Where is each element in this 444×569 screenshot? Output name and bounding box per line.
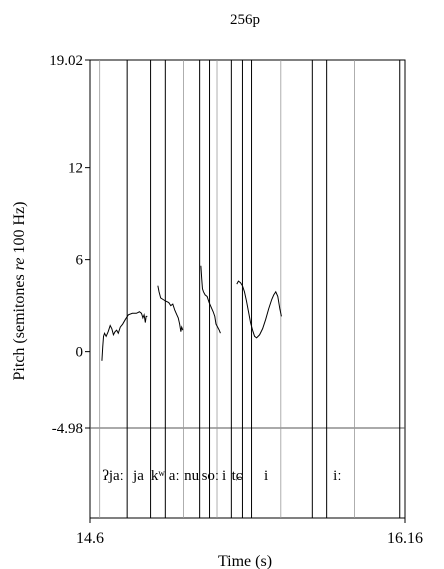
segment-label: ʔjaː [102,468,124,484]
pitch-contours [101,265,282,361]
y-axis-label-suffix: 100 Hz) [11,202,28,258]
segment-label: nu [184,468,200,484]
pitch-contour [236,280,282,339]
plot-frame [89,59,406,519]
y-axis-label-italic: re [11,258,28,271]
x-axis-label: Time (s) [218,553,272,569]
chart-title: 256p [230,12,260,28]
segment-labels: ʔjaː ja kʷ aː nu s oː i tɕ i iː [102,468,341,484]
pitch-contour [157,285,184,332]
plot-border [89,59,406,519]
pitch-contour [101,311,148,361]
y-tick-label: 0 [76,345,84,361]
y-tick-label: 12 [68,161,83,177]
x-axis-ticks: 14.6 16.16 [76,518,423,547]
pitch-contour [200,265,221,334]
segment-label: tɕ [232,468,243,484]
segment-label: oː [207,468,219,484]
y-tick-label: -4.98 [52,421,83,437]
segment-boundaries [99,60,401,518]
x-tick-label: 16.16 [387,530,423,547]
segment-label: aː [169,468,180,484]
segment-label: i [222,468,226,484]
segment-label: s [202,468,208,484]
segment-label: kʷ [151,468,166,484]
y-axis-ticks: 19.02 12 6 0 -4.98 [49,53,90,437]
segment-label: i [264,468,268,484]
x-tick-label: 14.6 [76,530,104,547]
segment-label: ja [132,468,144,484]
y-tick-label: 6 [76,253,84,269]
y-axis-label: Pitch (semitones re 100 Hz) [11,202,28,381]
y-axis-label-prefix: Pitch (semitones [11,270,28,380]
y-tick-label: 19.02 [49,53,83,69]
segment-label: iː [333,468,341,484]
